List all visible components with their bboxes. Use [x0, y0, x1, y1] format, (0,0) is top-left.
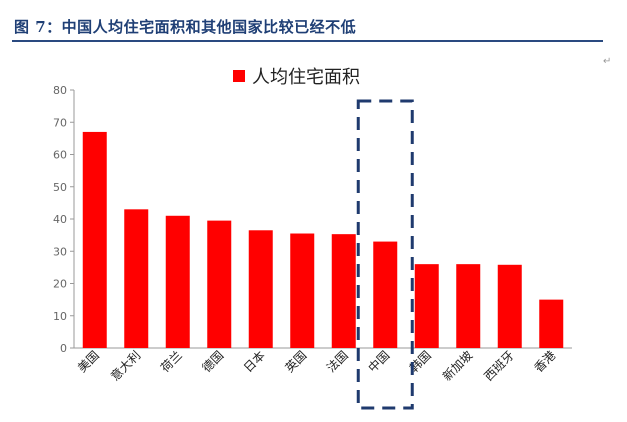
highlight-box	[356, 99, 414, 410]
title-rule	[12, 40, 603, 42]
bar	[414, 264, 439, 348]
y-tick-label: 80	[53, 84, 67, 97]
paragraph-mark-icon: ↵	[603, 56, 612, 67]
legend: 人均住宅面积	[233, 67, 360, 88]
bar	[82, 131, 107, 348]
y-tick-label: 50	[53, 181, 67, 194]
x-tick-label: 日本	[241, 348, 268, 375]
x-tick-label: 韩国	[406, 348, 434, 376]
x-tick-label: 西班牙	[482, 348, 517, 383]
x-tick-label: 荷兰	[158, 348, 185, 375]
x-tick-label: 德国	[199, 348, 227, 376]
y-tick-label: 20	[53, 278, 67, 291]
y-tick-label: 40	[53, 213, 67, 226]
x-tick-label: 法国	[324, 348, 351, 375]
x-tick-label: 美国	[75, 348, 102, 375]
y-tick-label: 10	[53, 310, 67, 323]
y-tick-label: 70	[53, 116, 67, 129]
x-axis-labels: 美国 意大利 荷兰 德国 日本 英国 法国 中国 韩国 新加坡 西班牙 香港	[75, 348, 558, 384]
legend-label: 人均住宅面积	[252, 67, 360, 88]
y-tick-label: 60	[53, 149, 67, 162]
bar	[497, 264, 522, 348]
bar	[165, 215, 190, 348]
legend-swatch	[233, 70, 245, 82]
figure-title: 图 7：中国人均住宅面积和其他国家比较已经不低	[14, 18, 357, 36]
bar	[539, 299, 564, 348]
y-tick-label: 0	[60, 342, 67, 355]
y-tick-label: 30	[53, 245, 67, 258]
bar	[331, 234, 356, 348]
bar	[124, 209, 149, 348]
bars	[82, 131, 564, 348]
x-tick-label: 新加坡	[439, 348, 475, 384]
y-axis: 0 10 20 30 40 50 60 70 80	[53, 84, 572, 355]
bar	[373, 241, 398, 348]
x-tick-label: 英国	[282, 348, 309, 375]
x-tick-label: 香港	[531, 348, 558, 375]
bar	[248, 230, 273, 348]
x-tick-label: 中国	[365, 348, 393, 376]
x-tick-label: 意大利	[107, 348, 143, 384]
bar	[290, 233, 315, 348]
bar	[456, 264, 481, 348]
bar	[207, 220, 232, 348]
